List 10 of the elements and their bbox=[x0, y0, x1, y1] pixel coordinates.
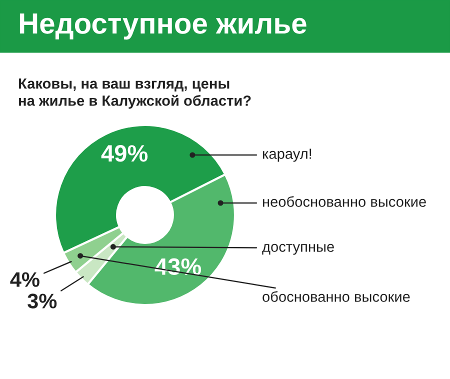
slice-label: караул! bbox=[262, 148, 312, 162]
data-label: 4% bbox=[10, 272, 40, 287]
slice-label: необоснованно высокие bbox=[263, 196, 426, 207]
chart-title: Недоступное жилье bbox=[20, 13, 306, 40]
chart-subtitle: Каковы, на ваш взгляд, цены на жилье в Калужской области? bbox=[18, 78, 251, 109]
slice-label: обоснованно высокие bbox=[262, 291, 410, 302]
data-label: 49% bbox=[101, 145, 148, 162]
data-label: 43% bbox=[154, 258, 202, 276]
data-label: 3% bbox=[28, 294, 57, 308]
slice-label: доступные bbox=[262, 244, 334, 255]
